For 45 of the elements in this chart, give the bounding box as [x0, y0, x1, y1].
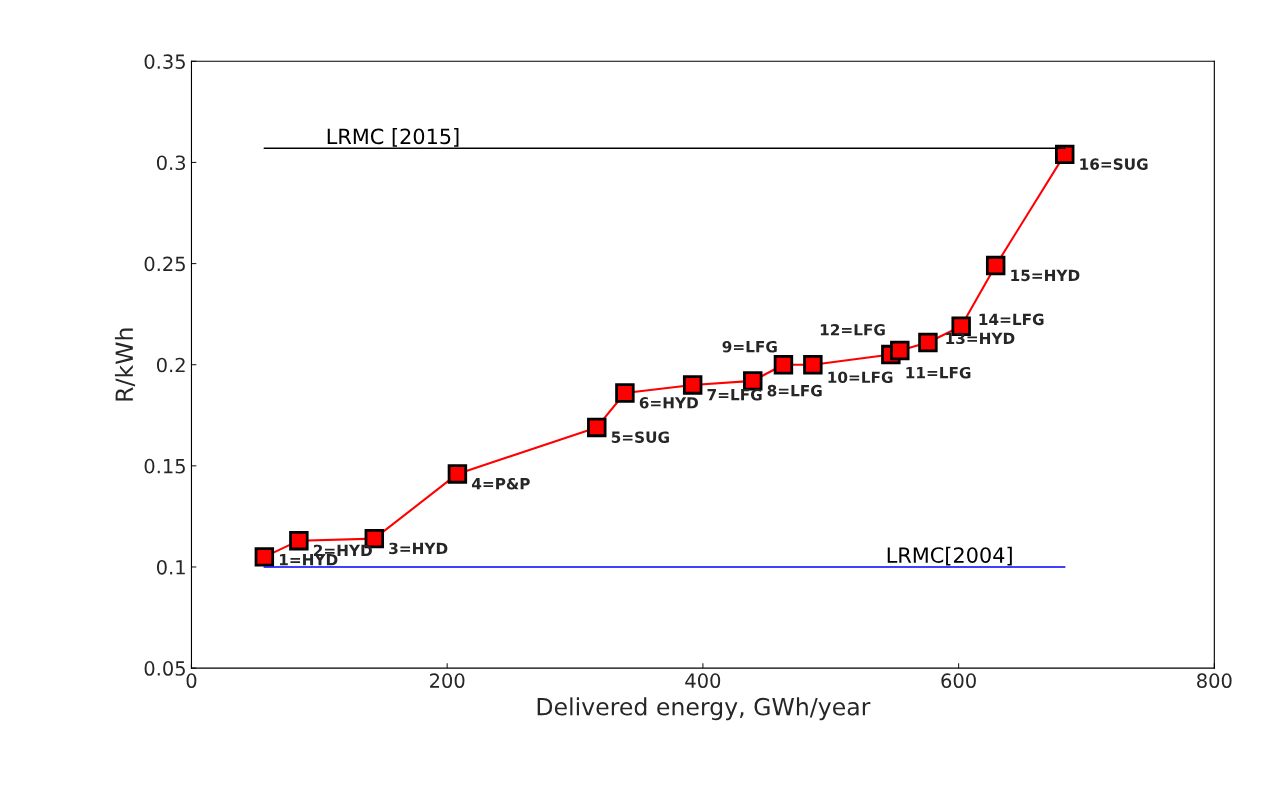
x-tick-label: 400 [685, 673, 721, 689]
annotation: 2=HYD [313, 544, 372, 556]
point [773, 354, 794, 375]
point [615, 383, 635, 403]
point [289, 530, 309, 551]
x-axis-title: Delivered energy, GWh/year [537, 697, 871, 721]
annotation: 11=LFG [906, 366, 971, 379]
y-tick-label: 0.3 [156, 155, 186, 171]
x-tick-label: 800 [1197, 673, 1232, 689]
point [890, 340, 910, 361]
annotation: 4=P&P [471, 477, 530, 490]
y-tick-label: 0.15 [144, 458, 185, 474]
y-tick-label: 0.1 [156, 559, 185, 575]
annotation: 8=LFG [767, 384, 822, 397]
annotation: 9=LFG [722, 340, 777, 353]
annotation: 7=LFG [707, 388, 762, 401]
annotation: 13=HYD [946, 332, 1015, 345]
point [743, 371, 763, 391]
series-label: LRMC [2015] [327, 128, 459, 147]
y-tick-label: 0.2 [156, 357, 185, 373]
point [918, 332, 938, 353]
point [447, 464, 468, 484]
annotation: 14=LFG [979, 313, 1044, 326]
series-label: LRMC[2004] [887, 546, 1012, 566]
y-axis-title: R/kWh [114, 328, 136, 401]
x-tick-label: 200 [430, 673, 465, 689]
x-tick-label: 0 [186, 673, 197, 689]
x-tick-label: 600 [941, 673, 976, 689]
point [803, 354, 823, 375]
y-tick-label: 0.25 [144, 256, 185, 272]
y-tick-label: 0.35 [144, 54, 185, 69]
point [985, 255, 1006, 276]
annotation: 3=HYD [389, 542, 448, 555]
point [254, 547, 275, 567]
point [682, 375, 703, 395]
y-tick-label: 0.05 [144, 661, 185, 676]
annotation: 5=SUG [611, 431, 669, 443]
point [1055, 144, 1075, 165]
annotation: 16=SUG [1080, 158, 1148, 170]
annotation: 1=HYD [279, 554, 338, 566]
annotation: 12=LFG [820, 323, 885, 336]
annotation: 15=HYD [1011, 269, 1080, 282]
annotation: 10=LFG [828, 371, 893, 384]
point [587, 417, 607, 438]
annotation: 6=HYD [639, 397, 698, 409]
